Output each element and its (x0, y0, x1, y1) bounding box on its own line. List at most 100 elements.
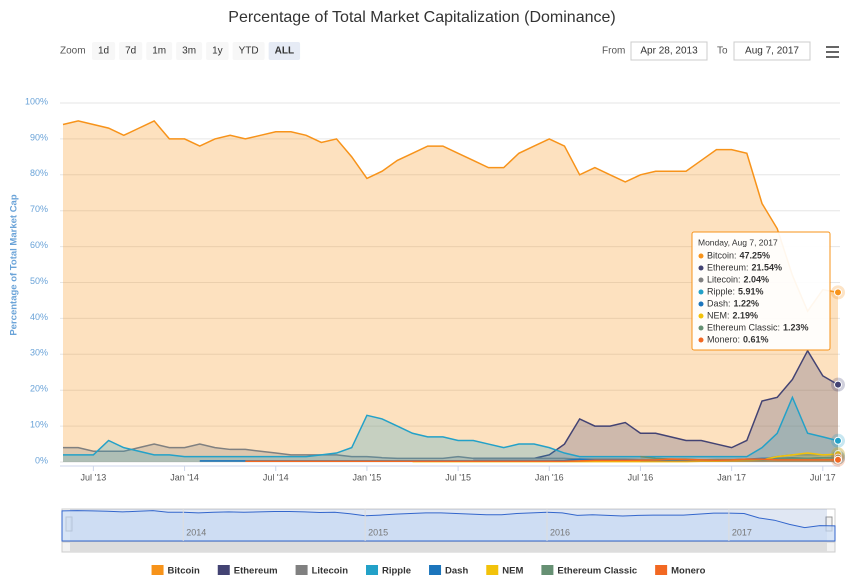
tooltip-marker (698, 253, 704, 259)
zoom-button[interactable] (206, 42, 229, 60)
legend-swatch[interactable] (217, 565, 230, 575)
tooltip-marker (698, 301, 704, 307)
tooltip-label: Litecoin: (707, 274, 741, 284)
tooltip-marker (698, 313, 704, 319)
zoom-button[interactable] (119, 42, 143, 60)
zoom-button-label[interactable]: 1y (212, 46, 223, 57)
tooltip-label: Bitcoin: (707, 250, 737, 260)
series-line (63, 395, 839, 458)
zoom-button-label[interactable]: ALL (275, 46, 294, 57)
series-area (63, 444, 838, 462)
tooltip-label: Dash: (707, 298, 731, 308)
legend-swatch[interactable] (295, 565, 308, 575)
tooltip-value: 1.23% (783, 322, 809, 332)
tooltip-label: Ethereum Classic: (707, 322, 780, 332)
series-line (62, 120, 839, 313)
tooltip-date: Monday, Aug 7, 2017 (698, 237, 778, 247)
plot-area: 0% 10% 20% 30% 40% 50% 60% 70% 80% 90% 100% Jul '13… (25, 96, 845, 482)
zoom-button-label[interactable]: 3m (182, 46, 196, 57)
y-tick-label: 20% (30, 384, 48, 394)
menu-button[interactable] (826, 46, 839, 58)
series-line (245, 458, 839, 463)
legend-label[interactable]: NEM (502, 566, 523, 577)
legend-label[interactable]: Ripple (382, 566, 411, 577)
y-tick-label: 50% (30, 276, 48, 286)
point-marker (834, 436, 842, 445)
legend-swatch[interactable] (429, 565, 442, 575)
to-input[interactable] (733, 41, 811, 61)
tooltip-label: NEM: (707, 310, 730, 320)
point-marker (834, 455, 842, 464)
zoom-button[interactable] (92, 42, 116, 60)
x-tick-label: Jul '17 (810, 472, 836, 482)
tooltip-value: 47.25% (740, 250, 771, 260)
zoom-button[interactable] (176, 42, 203, 60)
chart-title: Percentage of Total Market Capitalizatio… (228, 9, 615, 26)
tooltip-marker (698, 277, 704, 283)
series-area (63, 397, 838, 462)
tooltip-value: 2.19% (733, 310, 759, 320)
y-tick-label: 70% (30, 204, 48, 214)
x-tick-label: Jan '17 (717, 472, 746, 482)
legend-swatch[interactable] (151, 565, 164, 575)
to-label: To (717, 46, 728, 57)
tooltip-box (691, 231, 831, 351)
y-tick-label: 100% (25, 96, 48, 106)
zoom-button-label[interactable]: 1d (98, 46, 109, 57)
legend-label[interactable]: Monero (671, 566, 706, 577)
y-tick-label: 0% (35, 455, 48, 465)
navigator-area (61, 510, 836, 542)
scrollbar-thumb[interactable] (70, 542, 827, 552)
x-tick-label: Jul '15 (445, 472, 471, 482)
navigator-label: 2014 (186, 527, 206, 537)
legend-label[interactable]: Litecoin (312, 566, 349, 577)
legend-swatch[interactable] (366, 565, 379, 575)
zoom-label: Zoom (60, 46, 86, 57)
navigator-label: 2016 (550, 527, 570, 537)
x-tick-label: Jul '13 (81, 472, 107, 482)
legend-label[interactable]: Ethereum (234, 566, 278, 577)
legend: Bitcoin Ethereum Litecoin Ripple Dash NEM Ethe… (151, 565, 706, 577)
legend-label[interactable]: Bitcoin (168, 566, 200, 577)
zoom-button-label[interactable]: 7d (125, 46, 136, 57)
x-tick-label: Jan '16 (535, 472, 564, 482)
legend-label[interactable]: Ethereum Classic (557, 566, 637, 577)
legend-swatch[interactable] (486, 565, 499, 575)
tooltip-value: 1.22% (734, 298, 760, 308)
x-tick-label: Jan '14 (170, 472, 199, 482)
y-tick-label: 40% (30, 312, 48, 322)
y-tick-label: 80% (30, 168, 48, 178)
point-marker (834, 288, 842, 297)
series-area (640, 456, 838, 462)
tooltip-marker (698, 325, 704, 331)
series-area (412, 453, 838, 462)
to-value[interactable]: Aug 7, 2017 (745, 46, 799, 57)
x-tick-label: Jan '15 (353, 472, 382, 482)
navigator-label: 2015 (368, 527, 388, 537)
zoom-button[interactable] (268, 42, 301, 60)
x-tick-label: Jul '14 (263, 472, 289, 482)
zoom-button-label[interactable]: 1m (152, 46, 166, 57)
y-tick-label: 10% (30, 419, 48, 429)
zoom-button[interactable] (146, 42, 173, 60)
legend-label[interactable]: Dash (445, 566, 468, 577)
tooltip-label: Ripple: (707, 286, 735, 296)
tooltip-label: Ethereum: (707, 262, 749, 272)
from-input[interactable] (630, 41, 708, 61)
zoom-button-label[interactable]: YTD (239, 46, 259, 57)
from-value[interactable]: Apr 28, 2013 (640, 46, 698, 57)
y-tick-label: 60% (30, 240, 48, 250)
legend-swatch[interactable] (655, 565, 668, 575)
point-marker (834, 380, 842, 389)
y-tick-label: 90% (30, 132, 48, 142)
tooltip-value: 2.04% (744, 274, 770, 284)
tooltip-marker (698, 289, 704, 295)
tooltip-marker (698, 265, 704, 271)
y-tick-label: 30% (30, 348, 48, 358)
series-area (63, 120, 838, 462)
zoom-button[interactable] (232, 42, 265, 60)
x-tick-label: Jul '16 (628, 472, 654, 482)
navigator-label: 2017 (732, 527, 752, 537)
legend-swatch[interactable] (541, 565, 554, 575)
series-area (473, 350, 838, 462)
